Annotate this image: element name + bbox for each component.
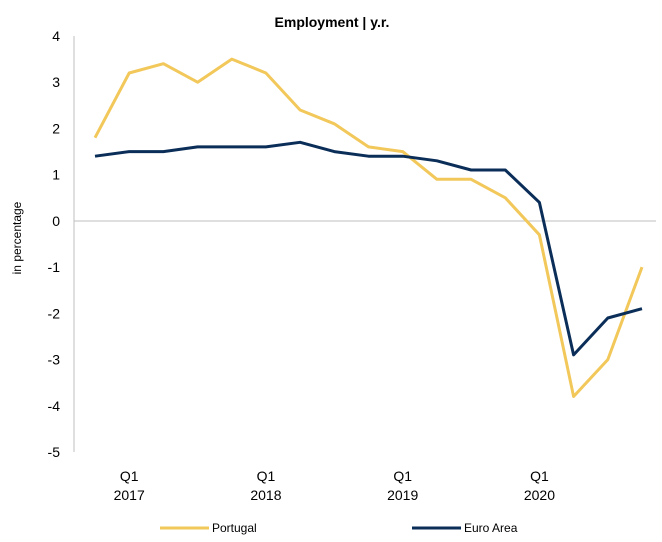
x-tick-label-year: 2019 — [387, 487, 418, 503]
series-line-euro-area — [94, 140, 643, 357]
y-tick-label: -5 — [48, 444, 61, 460]
legend-label: Portugal — [212, 521, 257, 535]
y-tick-label: -1 — [48, 259, 61, 275]
y-axis-label: in percentage — [10, 201, 24, 274]
x-tick-label-quarter: Q1 — [530, 468, 549, 484]
legend: Portugal Euro Area — [160, 521, 518, 535]
series-lines — [93, 57, 644, 398]
x-tick-label-year: 2018 — [250, 487, 281, 503]
x-tick-label-quarter: Q1 — [120, 468, 139, 484]
y-tick-label: 2 — [52, 120, 60, 136]
y-tick-label: 3 — [52, 74, 60, 90]
y-tick-label: -3 — [48, 352, 61, 368]
legend-label: Euro Area — [464, 521, 518, 535]
series-line-portugal — [93, 57, 644, 398]
y-tick-labels: 4 3 2 1 0 -1 -2 -3 -4 -5 — [48, 28, 61, 460]
x-tick-label-year: 2017 — [114, 487, 145, 503]
chart-title: Employment | y.r. — [275, 14, 390, 30]
y-tick-label: 0 — [52, 213, 60, 229]
y-tick-label: 1 — [52, 167, 60, 183]
y-tick-label: -2 — [48, 305, 61, 321]
x-tick-label-quarter: Q1 — [393, 468, 412, 484]
x-tick-labels: Q1 2017 Q1 2018 Q1 2019 Q1 2020 — [114, 468, 556, 503]
x-tick-label-year: 2020 — [524, 487, 555, 503]
x-tick-label-quarter: Q1 — [257, 468, 276, 484]
y-tick-label: -4 — [48, 398, 61, 414]
y-tick-label: 4 — [52, 28, 60, 44]
